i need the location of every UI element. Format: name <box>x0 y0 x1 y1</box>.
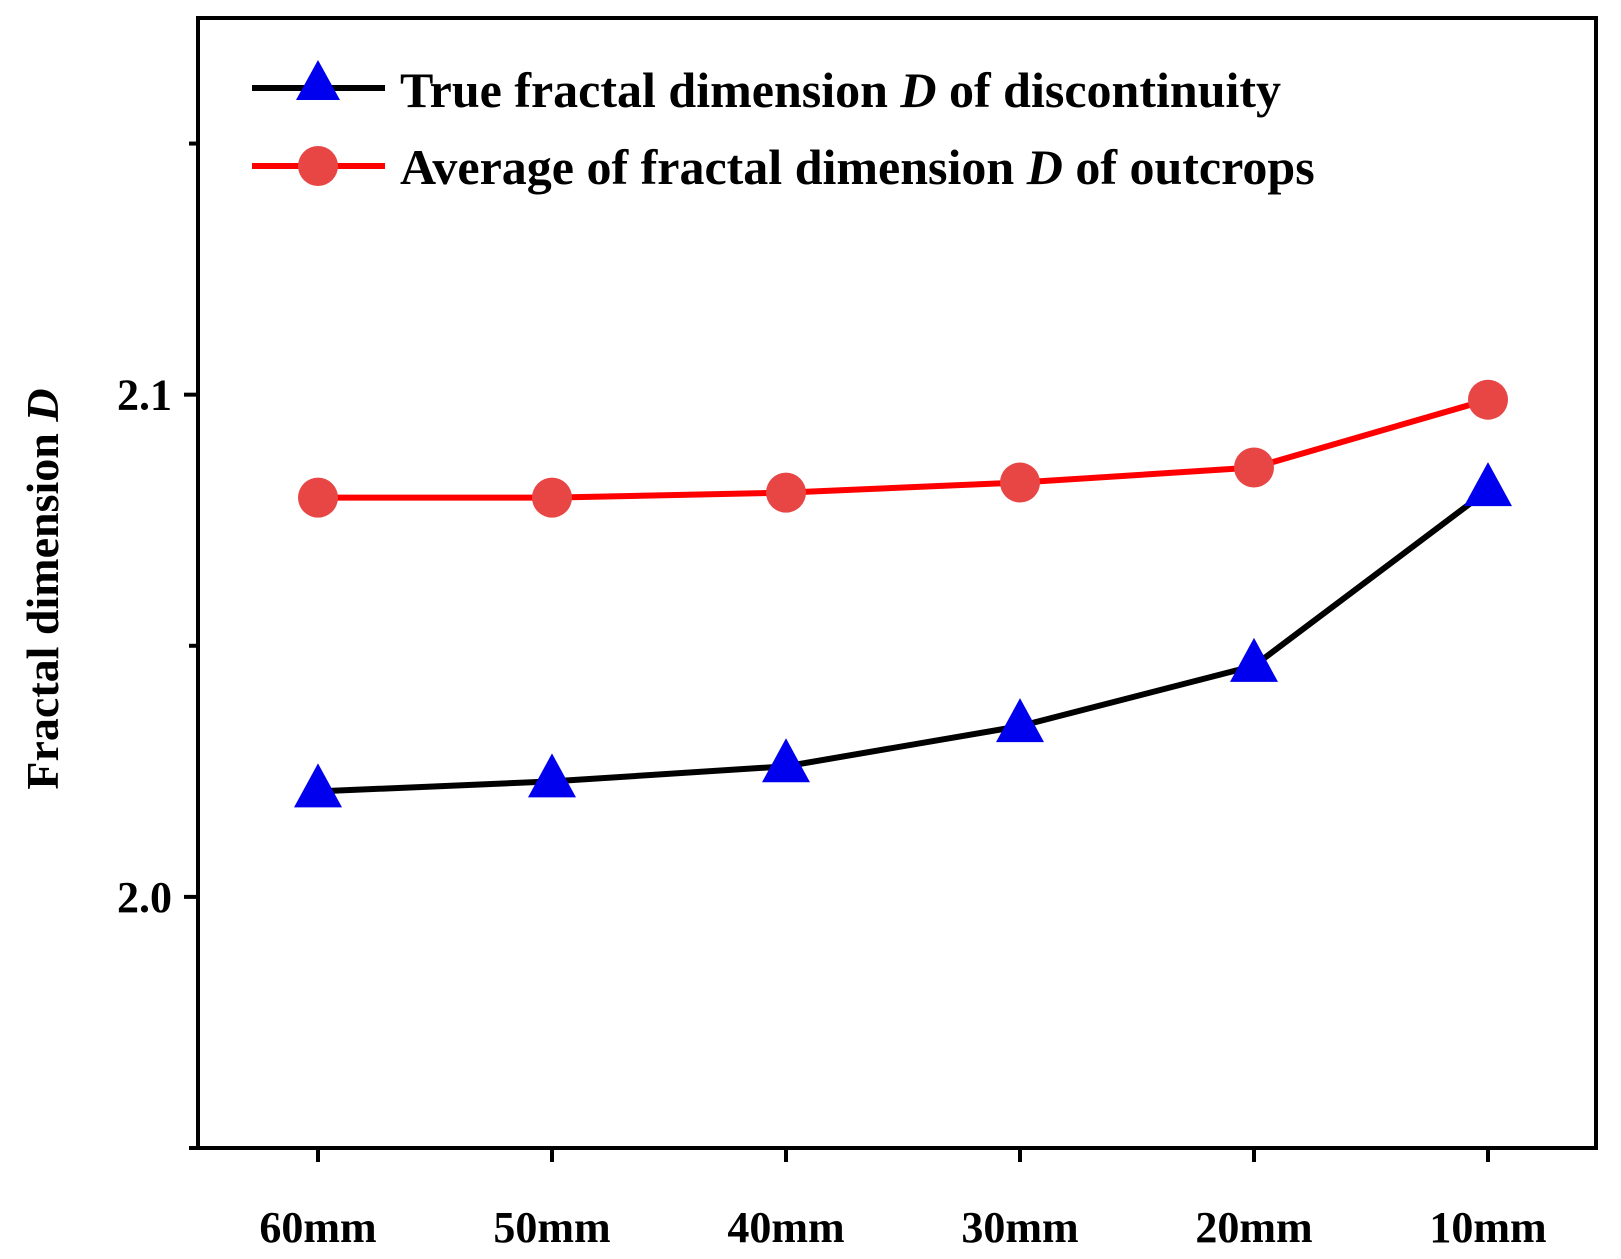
x-tick-label: 10mm <box>1429 1203 1546 1252</box>
x-tick-label: 40mm <box>727 1203 844 1252</box>
x-tick-label: 50mm <box>493 1203 610 1252</box>
y-tick-label: 2.0 <box>117 873 172 922</box>
plot-frame <box>196 16 1598 1150</box>
circle-point <box>298 477 338 518</box>
x-tick-label: 30mm <box>961 1203 1078 1252</box>
triangle-point <box>294 763 342 808</box>
legend-label-average-d-before: Average of fractal dimension <box>400 139 1027 195</box>
legend-label-true-d-after: of discontinuity <box>937 62 1282 118</box>
series-line-0 <box>317 487 1490 795</box>
legend: True fractal dimension D of discontinuit… <box>252 60 1315 195</box>
x-axis-ticks: 60mm 50mm 40mm 30mm 20mm 10mm <box>259 1148 1547 1252</box>
series-line-1 <box>318 396 1489 501</box>
triangle-point <box>1230 637 1278 682</box>
legend-item-average-d: Average of fractal dimension D of outcro… <box>252 139 1315 195</box>
legend-label-true-d-italic: D <box>899 62 936 118</box>
y-axis-ticks: 2.0 2.1 <box>117 141 198 1150</box>
legend-triangle-marker-icon <box>296 60 340 100</box>
triangle-point <box>996 698 1044 743</box>
legend-label-average-d: Average of fractal dimension D of outcro… <box>400 139 1315 195</box>
legend-label-average-d-after: of outcrops <box>1063 139 1315 195</box>
series-markers <box>294 379 1512 808</box>
x-tick-label: 20mm <box>1195 1203 1312 1252</box>
legend-item-true-d: True fractal dimension D of discontinuit… <box>252 60 1281 118</box>
series-lines <box>317 396 1490 795</box>
legend-circle-marker-icon <box>298 146 338 186</box>
y-axis-title-text: Fractal dimension <box>17 422 68 790</box>
triangle-point <box>1464 462 1512 507</box>
triangle-point <box>762 738 810 783</box>
legend-label-average-d-italic: D <box>1026 139 1063 195</box>
x-tick-label: 60mm <box>259 1203 376 1252</box>
circle-point <box>766 472 806 513</box>
legend-label-true-d: True fractal dimension D of discontinuit… <box>400 62 1281 118</box>
circle-point <box>1234 447 1274 488</box>
y-axis-title-italic: D <box>17 388 68 422</box>
circle-point <box>1468 379 1508 420</box>
circle-point <box>532 477 572 518</box>
y-tick-label: 2.1 <box>117 371 172 420</box>
legend-label-true-d-before: True fractal dimension <box>400 62 900 118</box>
circle-point <box>1000 462 1040 503</box>
triangle-point <box>528 753 576 798</box>
y-axis-title: Fractal dimension D <box>17 388 68 789</box>
